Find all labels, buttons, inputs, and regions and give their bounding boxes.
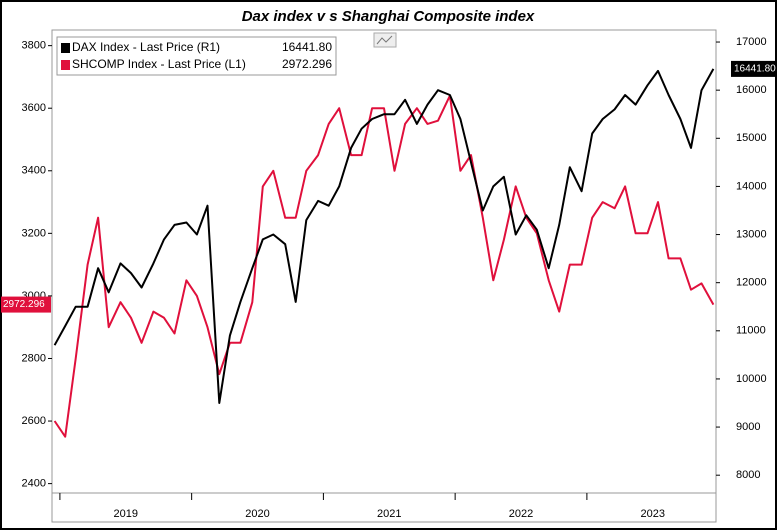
- last-value-label: 2972.296: [3, 299, 45, 310]
- y2-tick-label: 8000: [736, 469, 760, 481]
- y-tick-label: 3600: [22, 102, 46, 114]
- chart-title: Dax index v s Shanghai Composite index: [242, 8, 535, 25]
- last-value-label: 16441.80: [734, 64, 776, 75]
- y-tick-label: 2800: [22, 352, 46, 364]
- y2-tick-label: 13000: [736, 228, 767, 240]
- plot-area: [51, 29, 717, 494]
- x-tick-label: 2020: [245, 508, 269, 520]
- last-value-tag: [1, 296, 51, 313]
- legend-value: 2972.296: [282, 57, 332, 71]
- legend-value: 16441.80: [282, 40, 332, 54]
- legend-label: SHCOMP Index - Last Price (L1): [72, 57, 246, 71]
- last-value-tag: [731, 60, 777, 77]
- y2-tick-label: 16000: [736, 84, 767, 96]
- y2-tick-label: 9000: [736, 421, 760, 433]
- y2-tick-label: 12000: [736, 277, 767, 289]
- y-tick-label: 3800: [22, 40, 46, 52]
- legend-label: DAX Index - Last Price (R1): [72, 40, 220, 54]
- y2-tick-label: 11000: [736, 325, 766, 337]
- x-tick-label: 2019: [114, 508, 138, 520]
- legend-box: [56, 36, 337, 76]
- y2-tick-label: 10000: [736, 373, 767, 385]
- x-axis-band: [51, 492, 717, 523]
- y2-tick-label: 15000: [736, 132, 767, 144]
- chart-icon: [373, 32, 397, 48]
- y-tick-label: 2600: [22, 415, 46, 427]
- y-tick-label: 3200: [22, 227, 46, 239]
- y-tick-label: 3400: [22, 165, 46, 177]
- y-tick-label: 2400: [22, 478, 46, 490]
- legend-swatch: [61, 43, 70, 53]
- legend-swatch: [61, 60, 70, 70]
- x-tick-label: 2023: [641, 508, 665, 520]
- y2-tick-label: 17000: [736, 36, 767, 48]
- y2-tick-label: 14000: [736, 180, 767, 192]
- x-tick-label: 2022: [509, 508, 533, 520]
- series-line: [53, 94, 715, 438]
- series-line: [53, 68, 715, 404]
- x-tick-label: 2021: [377, 508, 401, 520]
